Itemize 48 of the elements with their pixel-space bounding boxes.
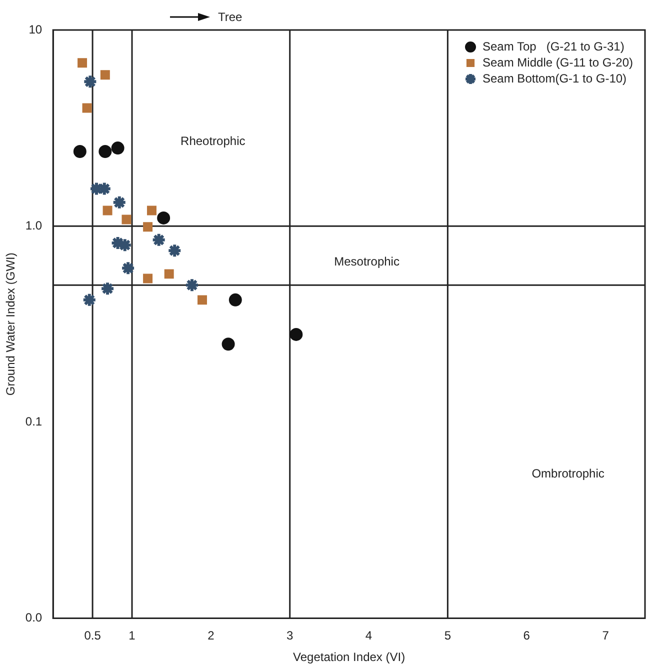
point	[198, 295, 207, 305]
point	[73, 145, 86, 158]
point	[222, 338, 235, 351]
x-tick-label: 4	[365, 628, 372, 643]
y-tick-label: 1.0	[25, 218, 42, 232]
point	[143, 222, 153, 232]
x-tick-label: 7	[602, 628, 610, 643]
point	[146, 206, 156, 216]
legend-label: Seam Bottom(G-1 to G-10)	[482, 71, 627, 86]
legend-label: Seam Middle (G-11 to G-20)	[482, 55, 634, 70]
x-tick-label: 1	[128, 628, 136, 643]
point	[290, 328, 303, 341]
text: Tree	[218, 10, 242, 24]
point	[228, 293, 242, 306]
x-axis-title: Vegetation Index (VI)	[293, 650, 406, 664]
point	[184, 278, 200, 293]
y-tick-label: 0.1	[25, 414, 42, 428]
y-tick-label: 10	[28, 22, 42, 36]
x-tick-label: 0.5	[84, 628, 102, 643]
point	[117, 238, 132, 253]
y-tick-label: 0.0	[25, 610, 42, 625]
x-tick-label: 5	[444, 628, 452, 643]
point	[82, 292, 97, 308]
point	[112, 194, 127, 210]
point	[100, 70, 110, 80]
point	[120, 260, 136, 276]
x-tick-label: 3	[286, 628, 294, 643]
point	[102, 206, 112, 216]
point	[100, 281, 116, 296]
legend-label: Seam Top (G-21 to G-31)	[482, 39, 624, 54]
annotation: Ombrotrophic	[532, 466, 604, 480]
annotation: Rheotrophic	[180, 134, 246, 148]
point	[167, 243, 182, 258]
point	[143, 274, 153, 284]
point	[110, 235, 126, 250]
point	[111, 142, 124, 155]
point	[98, 145, 112, 158]
point	[82, 74, 98, 90]
point	[78, 58, 88, 68]
point	[122, 214, 132, 224]
y-axis-title: Ground Water Index (GWI)	[4, 252, 18, 396]
point	[82, 103, 92, 113]
point	[157, 211, 170, 224]
x-tick-label: 2	[208, 628, 215, 643]
x-tick-label: 6	[523, 628, 530, 643]
point	[151, 232, 166, 248]
point	[164, 269, 174, 279]
annotation: Mesotrophic	[334, 254, 400, 269]
